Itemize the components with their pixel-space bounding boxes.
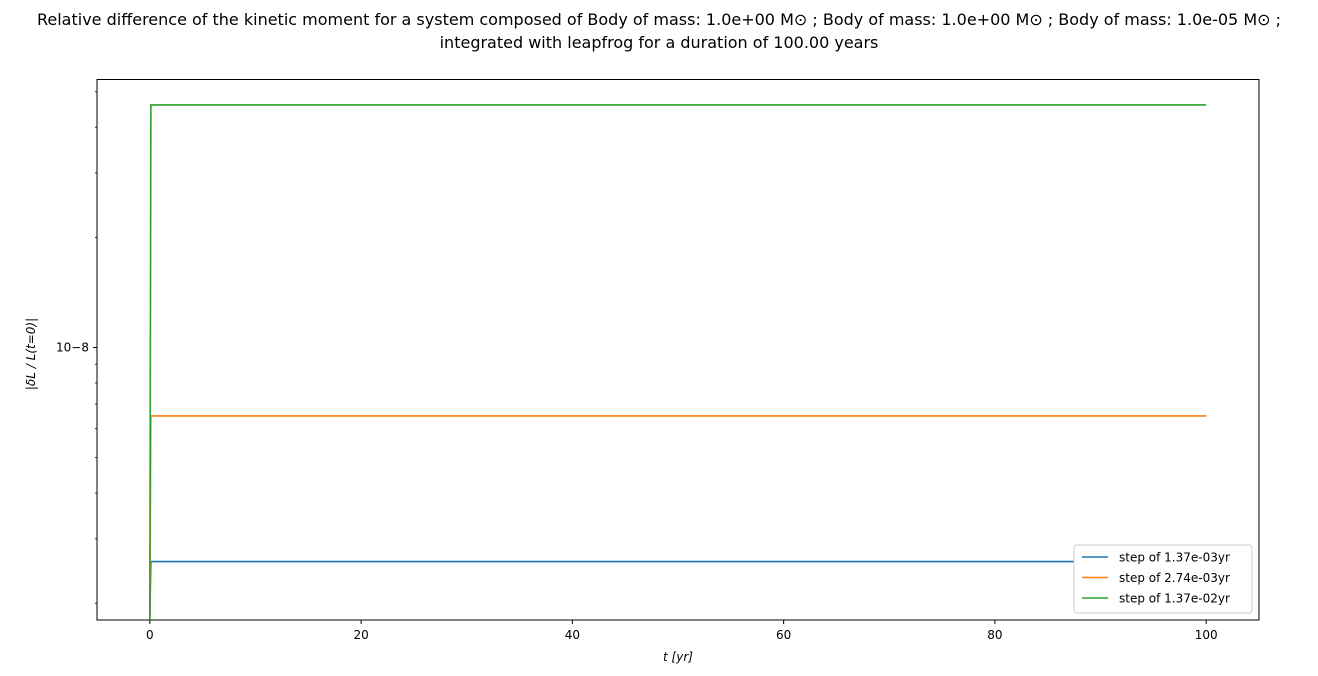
x-tick-label: 60 <box>776 628 791 642</box>
plot-frame <box>96 79 1260 621</box>
series-line-1 <box>149 560 1207 621</box>
x-tick-label: 80 <box>987 628 1002 642</box>
series-lines <box>149 104 1207 621</box>
legend-label-3: step of 1.37e-02yr <box>1119 592 1230 606</box>
x-tick-label: 100 <box>1195 628 1218 642</box>
series-line-2 <box>149 415 1207 621</box>
chart-title-line2: integrated with leapfrog for a duration … <box>439 33 879 52</box>
legend-label-2: step of 2.74e-03yr <box>1119 571 1230 585</box>
legend-box <box>1073 544 1253 614</box>
x-tick-label: 40 <box>565 628 580 642</box>
x-tick-label: 20 <box>353 628 368 642</box>
x-tick-label: 0 <box>146 628 154 642</box>
legend-label-1: step of 1.37e-03yr <box>1119 551 1230 565</box>
y-axis-ticks: 10−8 <box>56 91 97 604</box>
x-axis-label: t [yr] <box>663 650 693 664</box>
x-axis-ticks: 0 20 40 60 80 100 <box>146 620 1218 642</box>
chart-title-line1: Relative difference of the kinetic momen… <box>36 10 1281 29</box>
series-line-3 <box>149 104 1207 621</box>
y-axis-label: |δL / L(t=0)| <box>24 318 38 390</box>
legend: step of 1.37e-03yr step of 2.74e-03yr step… <box>1073 544 1253 614</box>
y-tick-label: 10−8 <box>56 340 89 354</box>
